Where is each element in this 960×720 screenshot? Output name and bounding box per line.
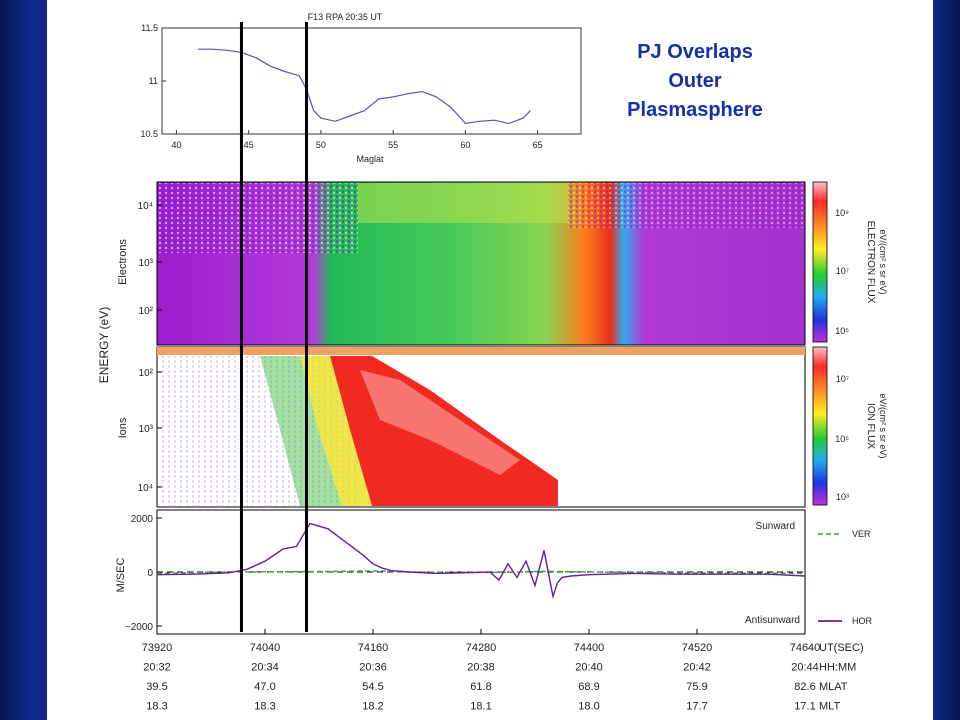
velocity-chart: 2000 0 −2000 M/SEC Sunward Antisunward VER… xyxy=(115,509,873,713)
colorbar-tick-label: 10⁵ xyxy=(835,326,849,336)
spectrogram: 10⁴ 10³ 10² 10² 10³ 10⁴ ENERGY (eV) Electrons… xyxy=(97,181,888,508)
rpa-chart-title: F13 RPA 20:35 UT xyxy=(308,12,383,22)
x-row-value: 18.3 xyxy=(254,701,275,713)
x-row-value: 75.9 xyxy=(686,681,707,693)
x-row-value: 74400 xyxy=(574,642,605,654)
x-row-value: 61.8 xyxy=(470,681,491,693)
electron-speckle-right xyxy=(568,183,804,228)
colorbar-tick-label: 10⁷ xyxy=(836,374,849,384)
x-row-value: 74280 xyxy=(466,642,497,654)
x-row-value: 20:34 xyxy=(251,662,279,674)
ion-panel-label: Ions xyxy=(117,417,129,438)
rpa-xlabel: Maglat xyxy=(356,154,384,164)
rpa-chart-frame xyxy=(161,27,582,135)
x-row-label: MLT xyxy=(819,701,840,713)
rpa-xtick-label: 60 xyxy=(460,140,470,150)
electron-panel-label: Electrons xyxy=(117,239,129,285)
annotation-text: PJ Overlaps Outer Plasmasphere xyxy=(600,38,790,125)
rpa-ytick-label: 11.5 xyxy=(141,23,158,33)
hor-velocity-line xyxy=(156,522,806,600)
electron-colorbar-units: eV/(cm² s sr eV) xyxy=(878,229,888,294)
x-row-value: 54.5 xyxy=(362,681,383,693)
ion-dispersion-yellow xyxy=(300,356,372,506)
x-row-value: 74640 xyxy=(790,642,821,654)
velocity-ytick-label: −2000 xyxy=(125,622,154,633)
velocity-ytick-label: 0 xyxy=(147,568,153,579)
x-row-value: 20:40 xyxy=(575,662,603,674)
sunward-label: Sunward xyxy=(756,521,795,532)
x-row-value: 20:42 xyxy=(683,662,711,674)
x-row-value: 68.9 xyxy=(578,681,599,693)
x-row-value: 17.1 xyxy=(794,701,815,713)
x-row-value: 73920 xyxy=(142,642,173,654)
rpa-xtick-label: 55 xyxy=(388,140,398,150)
x-row-value: 20:44 xyxy=(791,662,819,674)
energy-tick-label: 10³ xyxy=(139,258,154,269)
annotation-line-3: Plasmasphere xyxy=(627,99,763,121)
legend-hor-label: HOR xyxy=(852,616,873,626)
energy-tick-label: 10² xyxy=(139,368,154,379)
energy-axis-label: ENERGY (eV) xyxy=(97,307,111,383)
velocity-ylabel: M/SEC xyxy=(115,558,127,593)
x-row-value: 17.7 xyxy=(686,701,707,713)
velocity-legend: VER HOR xyxy=(818,529,873,626)
ion-header-strip xyxy=(157,347,805,355)
x-row-value: 20:38 xyxy=(467,662,495,674)
colorbar-tick-label: 10⁹ xyxy=(835,208,849,218)
x-row-value: 18.3 xyxy=(146,701,167,713)
rpa-xtick-label: 50 xyxy=(316,140,326,150)
ver-velocity-line xyxy=(156,570,806,575)
x-row-value: 20:32 xyxy=(143,662,171,674)
rpa-density-line xyxy=(198,48,531,125)
rpa-xtick-label: 45 xyxy=(244,140,254,150)
ion-colorbar-label: ION FLUX xyxy=(865,403,876,449)
x-row-value: 47.0 xyxy=(254,681,275,693)
energy-tick-label: 10⁴ xyxy=(138,483,153,494)
legend-ver-label: VER xyxy=(852,529,871,539)
x-row-label: MLAT xyxy=(819,681,848,693)
rpa-ytick-label: 10.5 xyxy=(140,129,158,139)
colorbar-tick-label: 10³ xyxy=(836,492,849,502)
electron-highenergy-band xyxy=(358,183,568,223)
ion-dispersion-core xyxy=(360,370,520,475)
energy-tick-label: 10² xyxy=(139,306,154,317)
electron-speckle-left xyxy=(158,183,358,253)
colorbar-tick-label: 10⁵ xyxy=(835,434,849,444)
energy-tick-label: 10³ xyxy=(139,424,154,435)
rpa-xtick-label: 65 xyxy=(533,140,543,150)
rpa-chart: F13 RPA 20:35 UT 11.5 11 10.5 40 45 50 55 60 65… xyxy=(140,12,582,164)
ion-dispersion-green xyxy=(260,356,342,506)
ion-colorbar xyxy=(812,346,828,506)
x-row-value: 18.0 xyxy=(578,701,599,713)
antisunward-label: Antisunward xyxy=(745,615,800,626)
x-row-value: 20:36 xyxy=(359,662,387,674)
x-row-label: HH:MM xyxy=(819,662,856,674)
velocity-ytick-label: 2000 xyxy=(131,514,154,525)
annotation-line-2: Outer xyxy=(668,70,722,92)
x-row-label: UT(SEC) xyxy=(819,642,864,654)
electron-colorbar xyxy=(812,181,828,343)
x-row-value: 74040 xyxy=(250,642,281,654)
x-row-value: 39.5 xyxy=(146,681,167,693)
annotation-line-1: PJ Overlaps xyxy=(637,41,753,63)
x-row-value: 18.1 xyxy=(470,701,491,713)
rpa-ytick-label: 11 xyxy=(149,76,158,86)
x-row-value: 18.2 xyxy=(362,701,383,713)
electron-colorbar-label: ELECTRON FLUX xyxy=(865,221,876,304)
ion-colorbar-units: eV/(cm² s sr eV) xyxy=(878,393,888,458)
x-row-value: 82.6 xyxy=(794,681,815,693)
x-row-value: 74520 xyxy=(682,642,713,654)
x-row-value: 74160 xyxy=(358,642,389,654)
colorbar-tick-label: 10⁷ xyxy=(836,266,849,276)
energy-tick-label: 10⁴ xyxy=(138,201,153,212)
rpa-xtick-label: 40 xyxy=(171,140,181,150)
